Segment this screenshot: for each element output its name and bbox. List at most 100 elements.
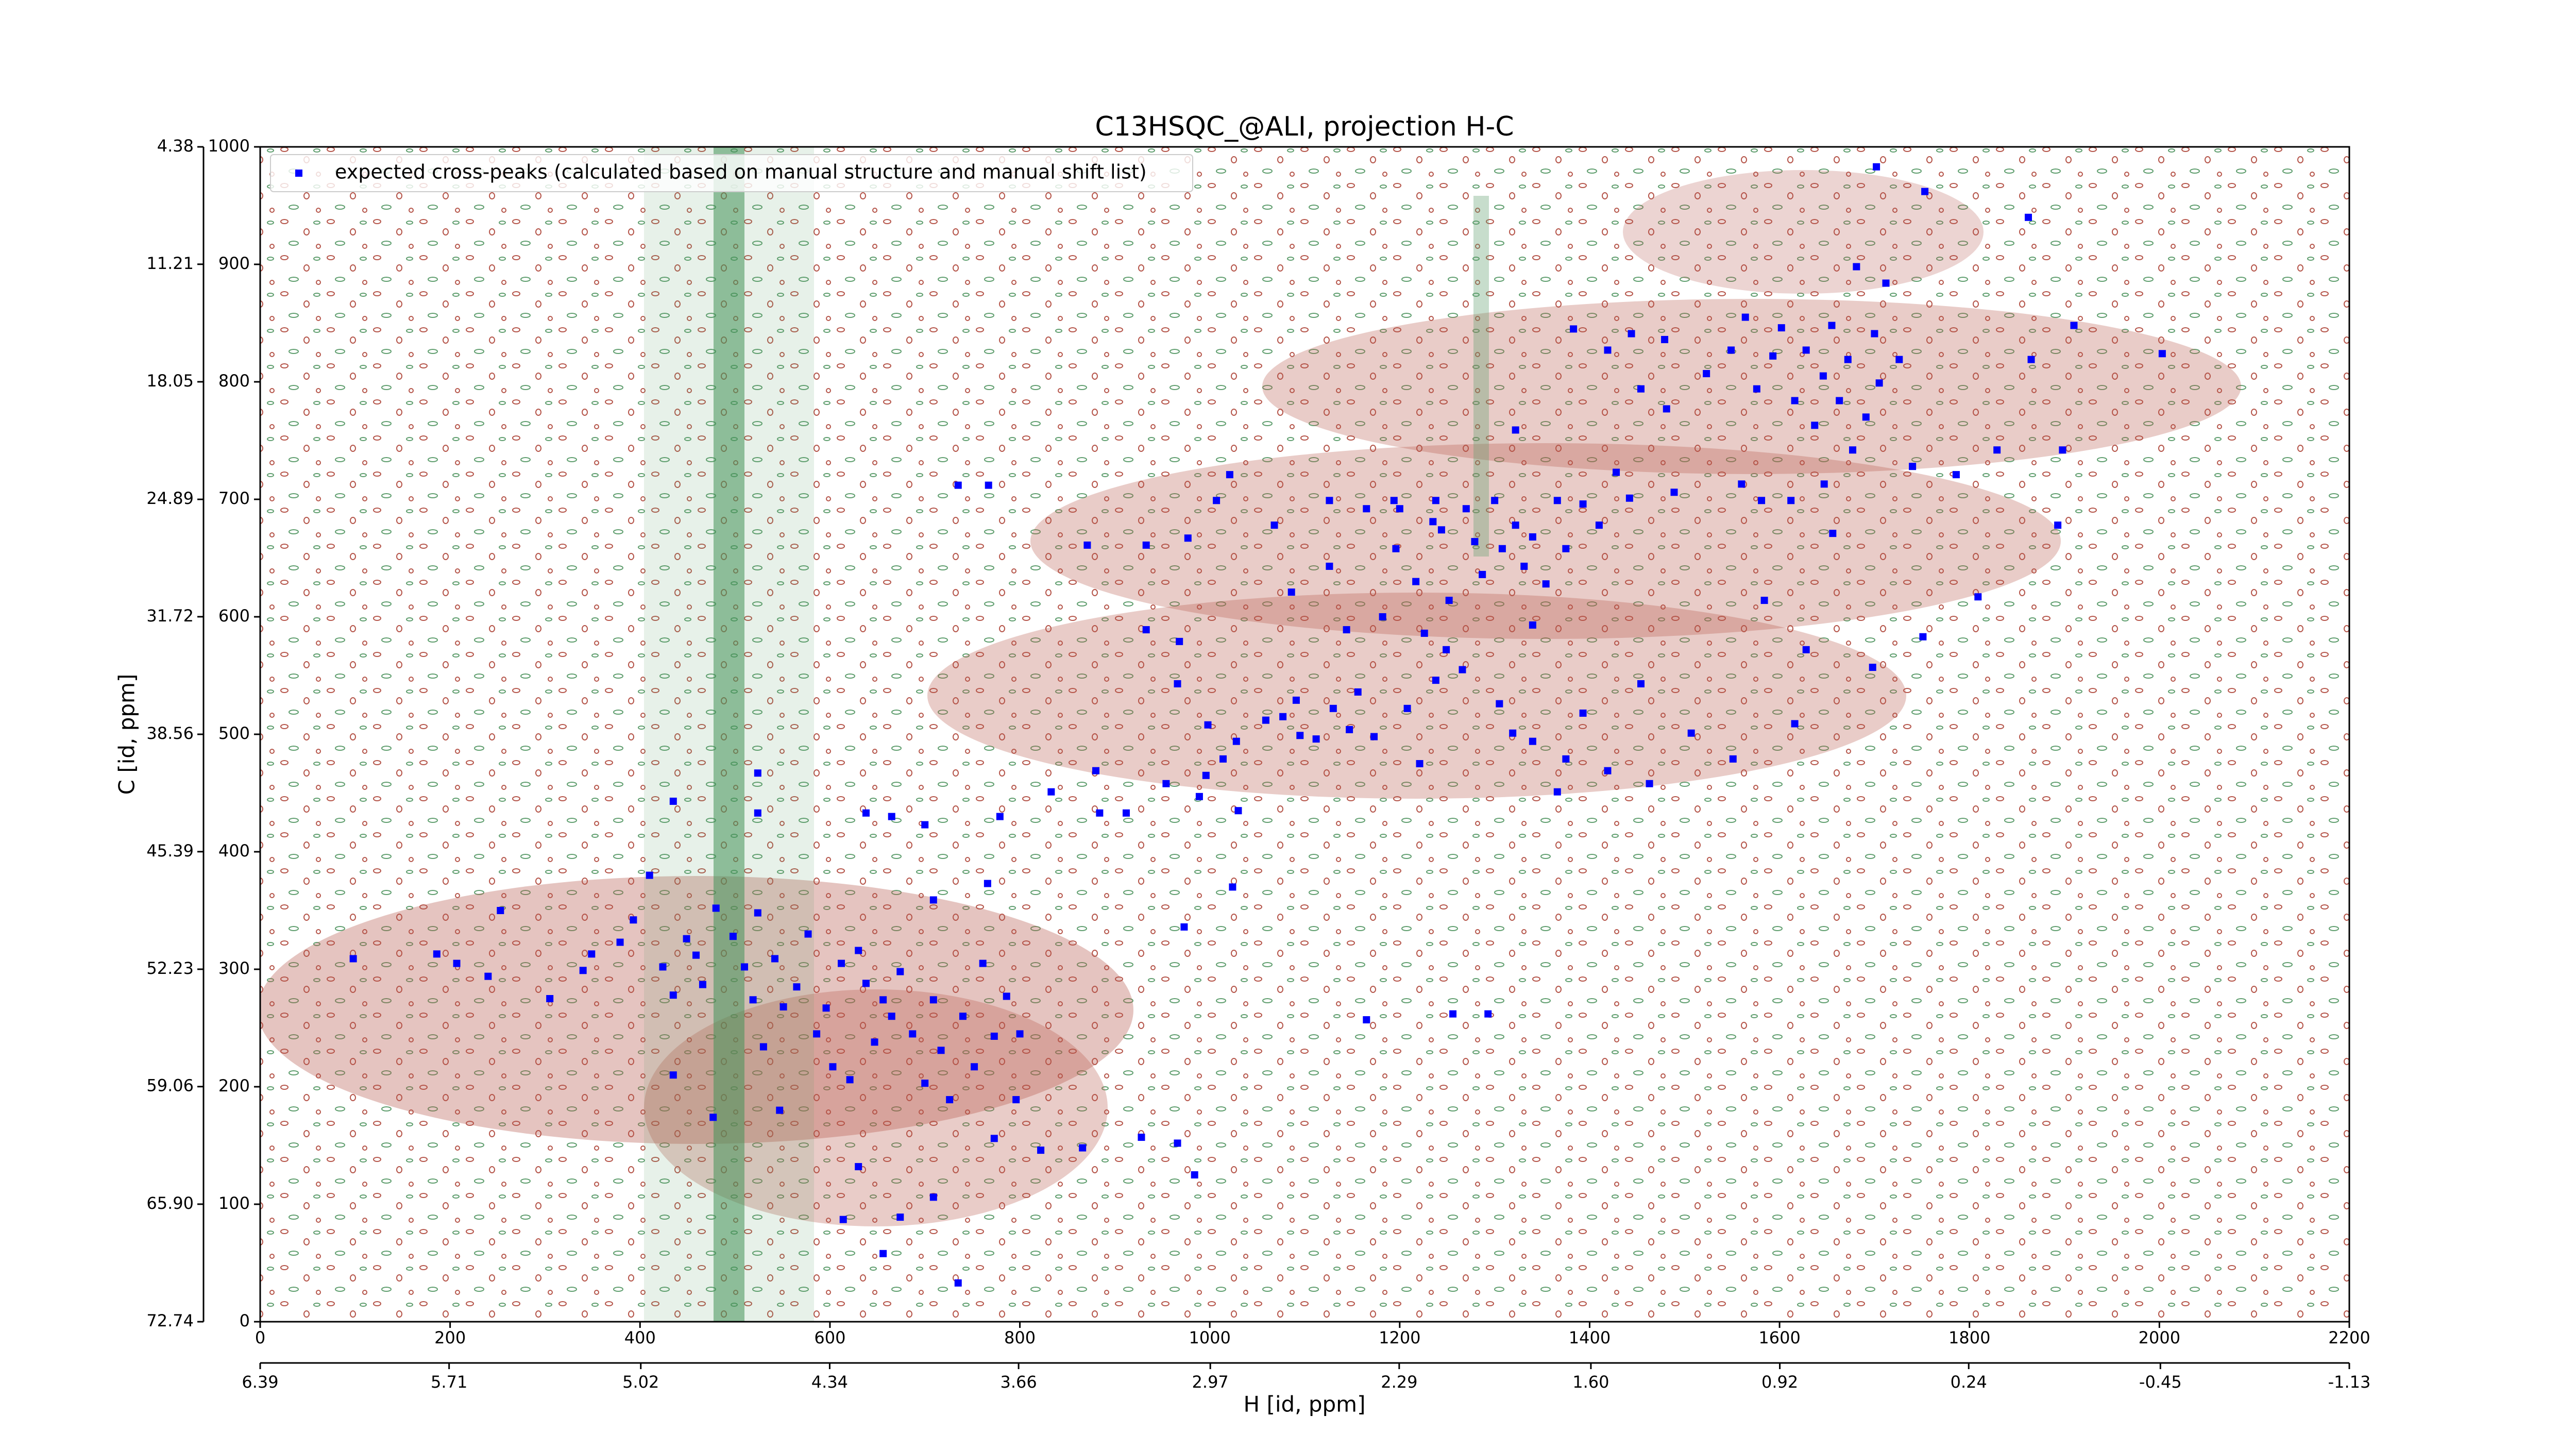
cross-peak bbox=[1213, 497, 1221, 504]
cross-peak bbox=[683, 935, 690, 942]
cross-peak bbox=[1174, 680, 1181, 687]
cross-peak bbox=[1625, 494, 1633, 502]
cross-peak bbox=[1416, 760, 1423, 767]
cross-peak bbox=[1403, 704, 1411, 712]
cross-peak bbox=[2025, 213, 2032, 221]
cross-peak bbox=[1529, 737, 1536, 745]
cross-peak bbox=[1753, 385, 1760, 393]
x2-tick-label: 2.97 bbox=[1192, 1372, 1229, 1392]
cross-peak bbox=[759, 1043, 767, 1051]
cross-peak bbox=[1873, 163, 1880, 171]
cross-peak bbox=[1553, 497, 1561, 504]
cross-peak bbox=[984, 880, 991, 887]
cross-peak bbox=[1083, 541, 1091, 549]
cross-peak bbox=[1180, 923, 1188, 931]
cross-peak bbox=[2054, 521, 2062, 529]
cross-peak bbox=[1604, 346, 1612, 354]
cross-peak bbox=[1604, 767, 1612, 774]
cross-peak bbox=[1579, 709, 1587, 717]
x2-tick-label: 2.29 bbox=[1381, 1372, 1417, 1392]
cross-peak bbox=[1787, 497, 1795, 504]
cross-peak bbox=[630, 916, 637, 924]
cross-peak bbox=[579, 967, 587, 974]
cross-peak bbox=[1974, 593, 1982, 601]
x2-tick-label: 0.24 bbox=[1951, 1372, 1987, 1392]
cross-peak bbox=[1363, 1016, 1370, 1024]
cross-peak bbox=[669, 1071, 677, 1079]
cross-peak bbox=[779, 1003, 787, 1010]
x-tick-label: 1400 bbox=[1569, 1328, 1611, 1347]
cross-peak bbox=[1727, 346, 1735, 354]
cross-peak bbox=[1396, 505, 1403, 513]
cross-peak bbox=[1329, 704, 1337, 712]
cross-peak bbox=[929, 1193, 937, 1201]
x-tick-label: 1000 bbox=[1189, 1328, 1230, 1347]
cross-peak bbox=[921, 821, 929, 829]
x2-tick-label: 5.71 bbox=[431, 1372, 467, 1392]
cross-peak bbox=[1219, 755, 1227, 763]
cross-peak bbox=[1613, 468, 1620, 476]
cross-peak bbox=[1162, 780, 1170, 787]
cross-peak bbox=[1363, 505, 1370, 513]
cross-peak bbox=[793, 983, 801, 991]
cross-peak bbox=[1346, 726, 1353, 733]
cross-peak bbox=[1836, 397, 1843, 405]
cross-peak bbox=[754, 809, 761, 817]
cross-peak bbox=[1512, 521, 1519, 529]
cross-peak bbox=[1637, 385, 1645, 393]
cross-peak bbox=[1432, 497, 1439, 504]
cross-peak bbox=[1844, 356, 1852, 363]
y2-tick-label: 31.72 bbox=[146, 606, 194, 626]
cross-peak bbox=[990, 1135, 998, 1142]
cross-peak bbox=[453, 959, 461, 967]
cross-peak bbox=[1232, 737, 1240, 745]
cross-peak bbox=[1862, 413, 1870, 421]
cross-peak bbox=[1471, 538, 1479, 546]
cross-peak bbox=[754, 769, 761, 777]
cross-peak bbox=[862, 980, 870, 987]
cross-peak bbox=[971, 1063, 978, 1071]
cross-peak bbox=[954, 1279, 962, 1287]
cross-peak bbox=[1741, 313, 1749, 321]
cross-peak bbox=[1871, 330, 1878, 338]
cross-peak bbox=[497, 907, 504, 914]
cross-peak bbox=[1491, 497, 1499, 504]
y-tick-label: 200 bbox=[218, 1076, 250, 1096]
cross-peak bbox=[855, 947, 862, 954]
cross-peak bbox=[1420, 629, 1428, 637]
cross-peak bbox=[1279, 713, 1287, 720]
x-tick-label: 1600 bbox=[1758, 1328, 1800, 1347]
cross-peak bbox=[1670, 488, 1678, 496]
cross-peak bbox=[1738, 480, 1745, 488]
cross-peak bbox=[2158, 350, 2166, 358]
cross-peak bbox=[1562, 545, 1570, 552]
cross-peak bbox=[1498, 545, 1506, 552]
y-tick-label: 300 bbox=[218, 958, 250, 978]
cross-peak bbox=[1191, 1171, 1198, 1178]
x2-tick-label: 1.60 bbox=[1572, 1372, 1609, 1392]
cross-peak bbox=[1370, 733, 1378, 740]
cross-peak bbox=[1496, 700, 1503, 707]
y2-tick-label: 52.23 bbox=[146, 958, 194, 978]
cross-peak bbox=[1570, 325, 1578, 333]
cross-peak bbox=[929, 996, 937, 1004]
y-tick-label: 1000 bbox=[208, 136, 250, 156]
cross-peak bbox=[1628, 330, 1635, 338]
cross-peak bbox=[699, 981, 706, 988]
cross-peak bbox=[1479, 570, 1486, 578]
cross-peak bbox=[1663, 405, 1670, 413]
cross-peak bbox=[1791, 720, 1799, 728]
cross-peak bbox=[1343, 626, 1350, 634]
cross-peak bbox=[1445, 597, 1453, 604]
cross-peak bbox=[979, 959, 987, 967]
cross-peak bbox=[829, 1063, 837, 1071]
cross-peak bbox=[896, 1214, 904, 1221]
cross-peak bbox=[1819, 372, 1827, 380]
cross-peak bbox=[616, 938, 624, 946]
cross-peak bbox=[1882, 279, 1890, 287]
cross-peak bbox=[1003, 992, 1010, 1000]
cross-peak bbox=[871, 1038, 878, 1046]
cross-peak bbox=[669, 797, 677, 805]
y-tick-label: 800 bbox=[218, 371, 250, 391]
